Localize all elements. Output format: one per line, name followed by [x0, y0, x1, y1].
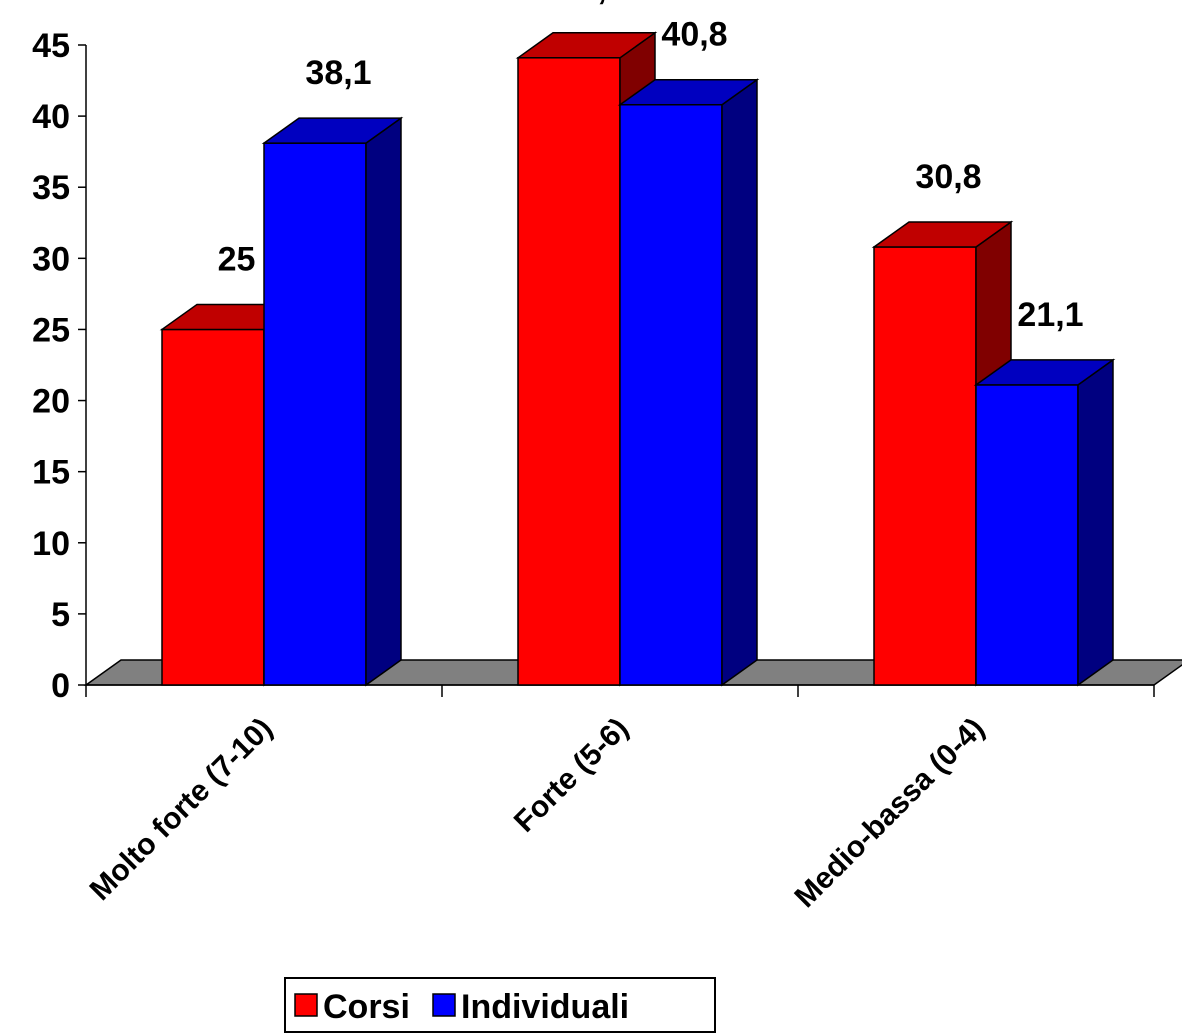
bar-front	[161, 328, 265, 686]
data-label: 30,8	[915, 158, 981, 196]
bar-top	[515, 32, 658, 59]
bar-side	[721, 78, 758, 687]
y-tick-label: 30	[32, 240, 70, 278]
y-tick-label: 0	[51, 667, 70, 705]
legend-swatch	[432, 993, 456, 1017]
y-tick-label: 15	[32, 454, 70, 492]
data-label: 21,1	[1017, 296, 1083, 334]
bar-top	[871, 221, 1014, 248]
bar-0-1	[261, 116, 404, 687]
y-tick-label: 20	[32, 383, 70, 421]
data-label: 44,1	[559, 0, 625, 7]
data-labels: 25 38,1 44,1 40,8 30,8 21,1	[218, 0, 1084, 334]
bar-front	[517, 57, 621, 686]
x-category-label: Forte (5-6)	[508, 712, 635, 839]
y-tick-label: 25	[32, 311, 70, 349]
legend-label: Corsi	[323, 988, 410, 1026]
x-category-label: Molto forte (7-10)	[84, 712, 279, 907]
bar-front	[975, 384, 1079, 686]
legend: Corsi Individuali	[284, 977, 716, 1033]
bar-top	[261, 117, 404, 144]
legend-label: Individuali	[461, 988, 629, 1026]
bar-front	[873, 246, 977, 686]
bar-top	[617, 78, 760, 106]
bar-front	[263, 142, 367, 686]
bar-top	[973, 359, 1116, 386]
y-tick-label: 40	[32, 98, 70, 136]
y-tick-label: 5	[51, 596, 70, 634]
legend-swatch	[294, 993, 318, 1017]
bar-1-1	[617, 78, 760, 687]
bar-side	[365, 116, 402, 687]
y-tick-label: 10	[32, 525, 70, 563]
bar-side	[1077, 358, 1114, 687]
bars	[159, 31, 1116, 687]
data-label: 38,1	[305, 54, 371, 92]
y-tick-label: 35	[32, 169, 70, 207]
data-label: 25	[218, 240, 256, 278]
x-category-label: Medio-bassa (0-4)	[788, 712, 991, 915]
bar-front	[619, 103, 723, 686]
y-tick-label: 45	[32, 27, 70, 65]
bar-2-1	[973, 358, 1116, 687]
legend-box	[284, 977, 716, 1033]
data-label: 40,8	[661, 16, 727, 54]
